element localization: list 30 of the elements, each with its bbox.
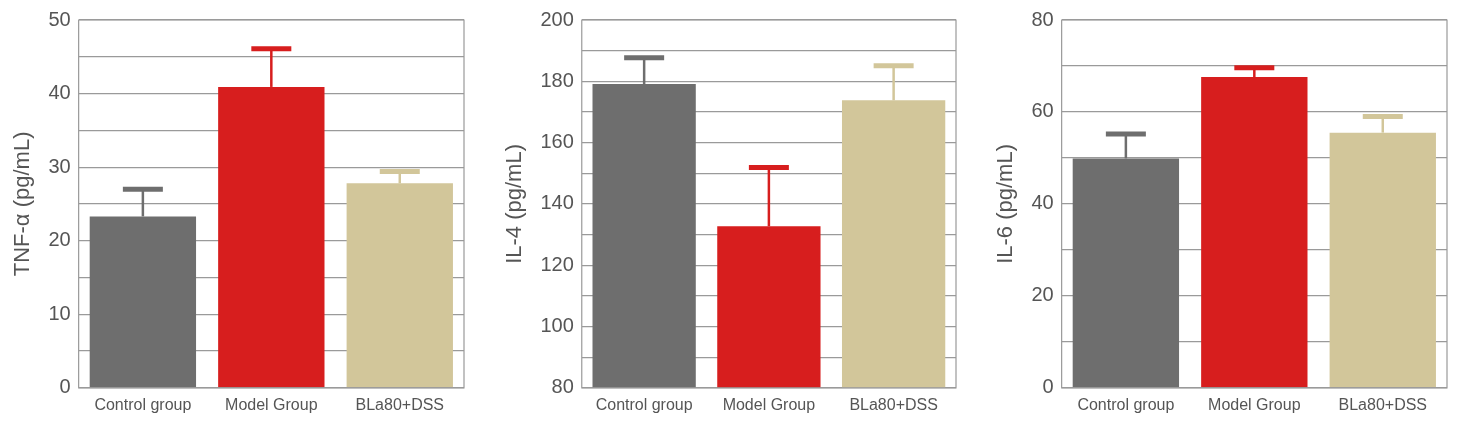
x-tick-label: BLa80+DSS [1338, 395, 1428, 413]
y-axis-title: IL-4 (pg/mL) [501, 143, 527, 264]
y-tick-label: 80 [551, 375, 574, 398]
y-tick-label: 10 [48, 301, 71, 324]
y-tick-label: 40 [1031, 191, 1054, 214]
x-tick-label: Model Group [225, 395, 318, 413]
y-tick-label: 100 [540, 314, 574, 337]
y-tick-label: 120 [540, 252, 574, 275]
y-tick-label: 20 [48, 228, 71, 251]
y-tick-label: 140 [540, 191, 574, 214]
y-tick-label: 0 [59, 375, 71, 398]
y-axis-title: IL-6 (pg/mL) [992, 143, 1018, 264]
y-tick-label: 80 [1031, 7, 1054, 30]
x-tick-label: Model Group [1208, 395, 1301, 413]
x-tick-label: Control group [1077, 395, 1175, 413]
y-tick-label: 0 [1042, 375, 1054, 398]
x-tick-label: BLa80+DSS [355, 395, 445, 413]
y-tick-label: 20 [1031, 283, 1054, 306]
y-tick-label: 40 [48, 81, 71, 104]
y-tick-label: 200 [540, 7, 574, 30]
x-tick-label: Model Group [722, 395, 816, 413]
x-tick-label: BLa80+DSS [849, 395, 938, 413]
x-tick-label: Control group [595, 395, 693, 413]
x-tick-label: Control group [94, 395, 192, 413]
y-axis-title: TNF-α (pg/mL) [9, 131, 35, 277]
y-tick-label: 30 [48, 154, 71, 177]
y-tick-label: 180 [540, 68, 574, 91]
y-tick-label: 50 [48, 7, 71, 30]
y-tick-label: 60 [1031, 99, 1054, 122]
y-tick-label: 160 [540, 130, 574, 153]
